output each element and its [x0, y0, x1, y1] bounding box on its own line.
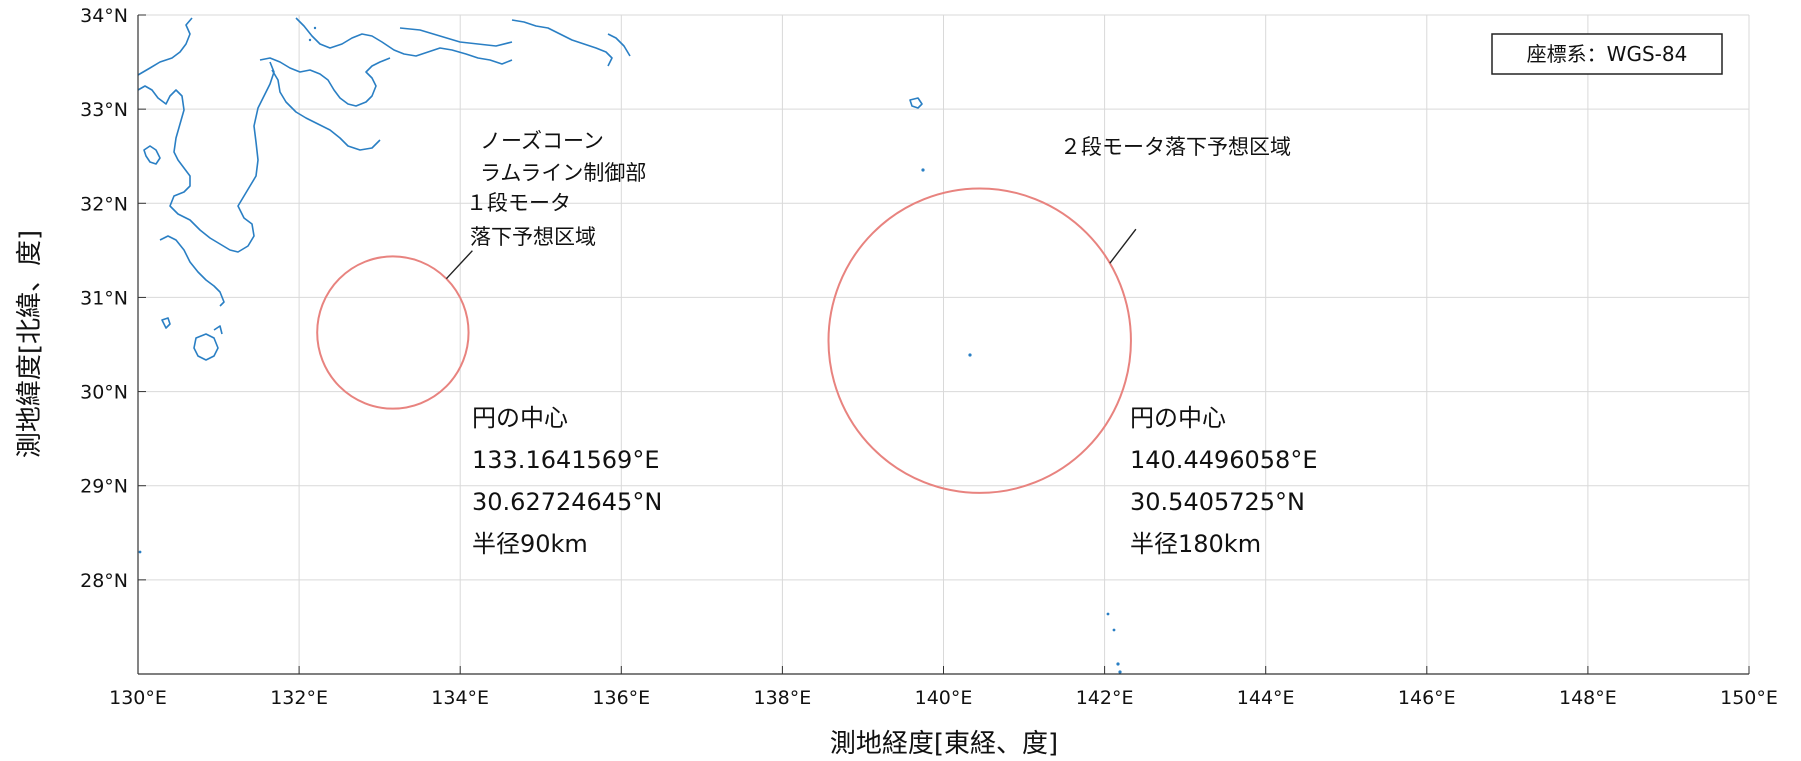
leader-line-2 [1109, 228, 1137, 264]
area-2-info-line: 半径180km [1130, 530, 1261, 558]
area-1-label-line: ノーズコーン [480, 129, 604, 153]
area-1-label-line: ラムライン制御部 [480, 161, 646, 185]
x-tick-label: 146°E [1398, 687, 1456, 709]
y-axis-ticks: 34°N 33°N 32°N 31°N 30°N 29°N 28°N [80, 5, 146, 592]
small-islands [138, 26, 1122, 674]
x-tick-label: 138°E [754, 687, 812, 709]
x-tick-label: 150°E [1720, 687, 1778, 709]
area-1-info: 円の中心 133.1641569°E 30.62724645°N 半径90km [472, 404, 662, 558]
y-tick-label: 28°N [80, 570, 128, 592]
y-tick-label: 31°N [80, 287, 128, 309]
area-2-info: 円の中心 140.4496058°E 30.5405725°N 半径180km [1130, 404, 1318, 558]
fall-areas [316, 187, 1137, 494]
y-tick-label: 29°N [80, 476, 128, 498]
coordinate-system-label: 座標系：WGS-84 [1527, 42, 1688, 66]
y-tick-label: 30°N [80, 382, 128, 404]
fall-area-circle-1 [316, 255, 470, 410]
area-1-label: ノーズコーン ラムライン制御部 １段モータ 落下予想区域 [466, 129, 646, 249]
y-tick-label: 32°N [80, 193, 128, 215]
y-tick-label: 34°N [80, 5, 128, 27]
x-tick-label: 144°E [1237, 687, 1295, 709]
x-tick-label: 130°E [109, 687, 167, 709]
y-axis-title: 測地緯度[北緯、度] [15, 230, 45, 458]
coastline [137, 17, 923, 361]
x-axis-ticks: 130°E 132°E 134°E 136°E 138°E 140°E 142°E 144°E… [109, 666, 1778, 709]
area-2-label: ２段モータ落下予想区域 [1060, 135, 1291, 159]
area-1-info-line: 30.62724645°N [472, 488, 662, 516]
area-2-label-line: ２段モータ落下予想区域 [1060, 135, 1291, 159]
area-1-info-line: 円の中心 [472, 404, 568, 432]
x-tick-label: 140°E [915, 687, 973, 709]
x-tick-label: 136°E [592, 687, 650, 709]
area-1-info-line: 半径90km [472, 530, 588, 558]
x-axis-title: 測地経度[東経、度] [830, 729, 1058, 759]
area-1-info-line: 133.1641569°E [472, 446, 660, 474]
area-1-label-line: 落下予想区域 [470, 225, 596, 249]
y-tick-label: 33°N [80, 99, 128, 121]
area-1-label-line: １段モータ [466, 191, 571, 215]
area-2-info-line: 30.5405725°N [1130, 488, 1305, 516]
fall-area-circle-2 [827, 187, 1132, 494]
area-2-info-line: 140.4496058°E [1130, 446, 1318, 474]
x-tick-label: 132°E [270, 687, 328, 709]
coordinate-system-box [1491, 33, 1723, 75]
x-tick-label: 148°E [1559, 687, 1617, 709]
leader-line-1 [445, 250, 473, 280]
x-tick-label: 142°E [1076, 687, 1134, 709]
area-2-info-line: 円の中心 [1130, 404, 1226, 432]
x-tick-label: 134°E [431, 687, 489, 709]
grid-lines [137, 14, 1750, 674]
